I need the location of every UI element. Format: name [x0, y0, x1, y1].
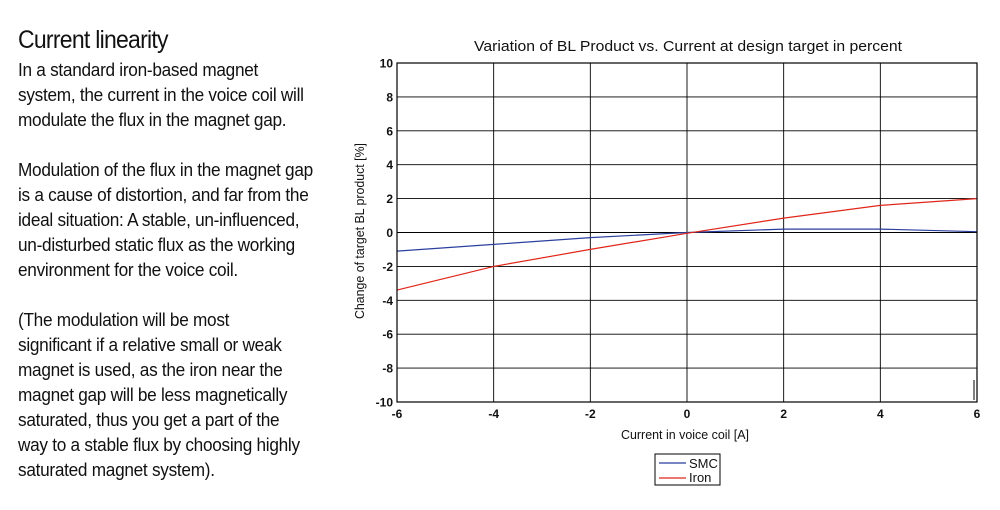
legend-label-iron: Iron — [689, 470, 711, 485]
article-text: Current linearity In a standard iron-bas… — [18, 26, 348, 507]
x-tick-label: -2 — [585, 407, 596, 421]
article-paragraph-2: Modulation of the flux in the magnet gap… — [18, 159, 313, 280]
x-axis-label: Current in voice coil [A] — [621, 427, 749, 442]
y-tick-label: -8 — [382, 362, 393, 376]
y-tick-label: 10 — [380, 57, 394, 71]
y-tick-label: 2 — [386, 192, 393, 206]
x-tick-label: -4 — [488, 407, 499, 421]
legend-label-smc: SMC — [689, 456, 718, 471]
y-axis-ticks: -10 -8 -6 -4 -2 0 2 4 6 8 10 — [376, 57, 394, 410]
article-paragraph-3: (The modulation will be most significant… — [18, 309, 300, 480]
y-axis-label: Change of target BL product [%] — [352, 143, 367, 319]
x-tick-label: 2 — [780, 407, 787, 421]
chart-legend: SMC Iron — [654, 453, 721, 486]
y-tick-label: 0 — [386, 226, 393, 240]
y-tick-label: 4 — [386, 158, 393, 172]
plot-frame — [396, 62, 978, 403]
series-line-smc — [396, 228, 978, 252]
y-tick-label: -10 — [376, 396, 394, 410]
article-heading: Current linearity — [18, 26, 169, 54]
y-tick-label: -2 — [382, 260, 393, 274]
x-tick-label: 4 — [877, 407, 884, 421]
y-tick-label: 6 — [386, 124, 393, 138]
chart-series — [396, 198, 978, 291]
x-tick-label: -6 — [392, 407, 403, 421]
y-tick-label: -6 — [382, 328, 393, 342]
x-axis-ticks: -6 -4 -2 0 2 4 6 — [392, 407, 981, 421]
series-line-iron — [396, 198, 978, 291]
y-tick-label: -4 — [382, 294, 393, 308]
x-tick-label: 6 — [974, 407, 981, 421]
article-paragraph-1: In a standard iron-based magnet system, … — [18, 59, 304, 130]
legend-box — [654, 453, 721, 486]
x-tick-label: 0 — [684, 407, 691, 421]
chart-title: Variation of BL Product vs. Current at d… — [474, 39, 902, 55]
y-tick-label: 8 — [386, 90, 393, 104]
